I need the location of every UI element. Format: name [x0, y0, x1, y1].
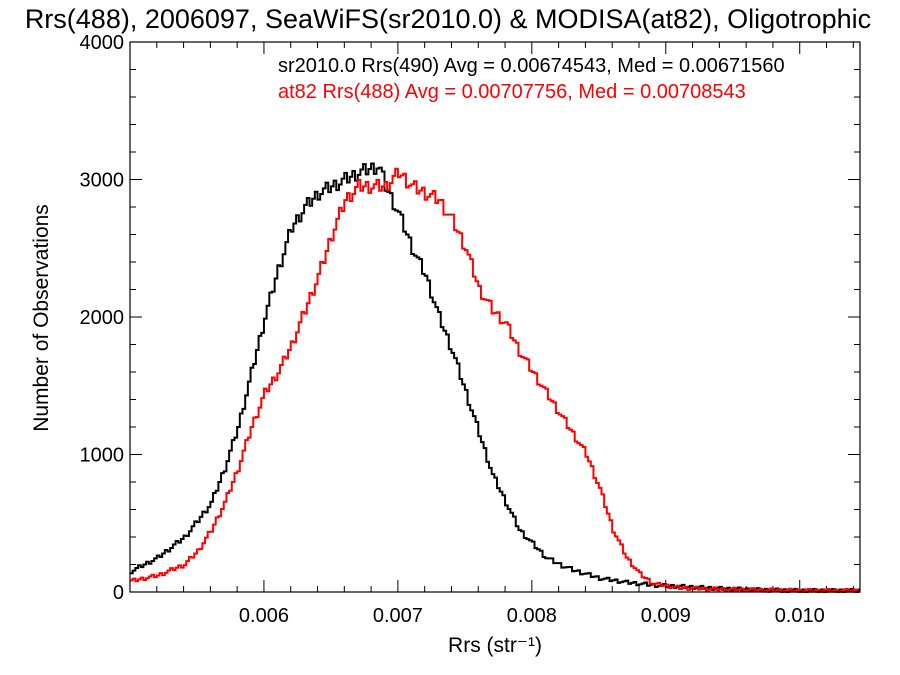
y-tick-label: 4000 — [80, 32, 125, 54]
y-axis-label: Number of Observations — [30, 204, 53, 432]
x-tick-label: 0.009 — [641, 605, 691, 627]
x-tick-label: 0.008 — [507, 605, 557, 627]
chart-title: Rrs(488), 2006097, SeaWiFS(sr2010.0) & M… — [25, 4, 871, 34]
series-line-at82 — [130, 167, 860, 593]
series-layer — [130, 162, 860, 593]
plot-frame — [129, 41, 861, 593]
x-tick-label: 0.006 — [239, 605, 289, 627]
series-line-sr2010.0 — [130, 162, 860, 593]
y-tick-label: 2000 — [80, 307, 125, 329]
legend-entry-sr2010: sr2010.0 Rrs(490) Avg = 0.00674543, Med … — [278, 55, 785, 77]
legend-entry-at82: at82 Rrs(488) Avg = 0.00707756, Med = 0.… — [278, 81, 746, 103]
axis-ticks: 0.006 0.007 0.008 0.009 0.010 0 1000 2000 3000 40… — [80, 32, 860, 627]
x-tick-label: 0.007 — [373, 605, 423, 627]
x-tick-label: 0.010 — [775, 605, 825, 627]
x-axis-label: Rrs (str⁻¹) — [448, 634, 542, 657]
y-tick-label: 3000 — [80, 170, 125, 192]
y-tick-label: 1000 — [80, 445, 125, 467]
y-tick-label: 0 — [113, 582, 124, 604]
